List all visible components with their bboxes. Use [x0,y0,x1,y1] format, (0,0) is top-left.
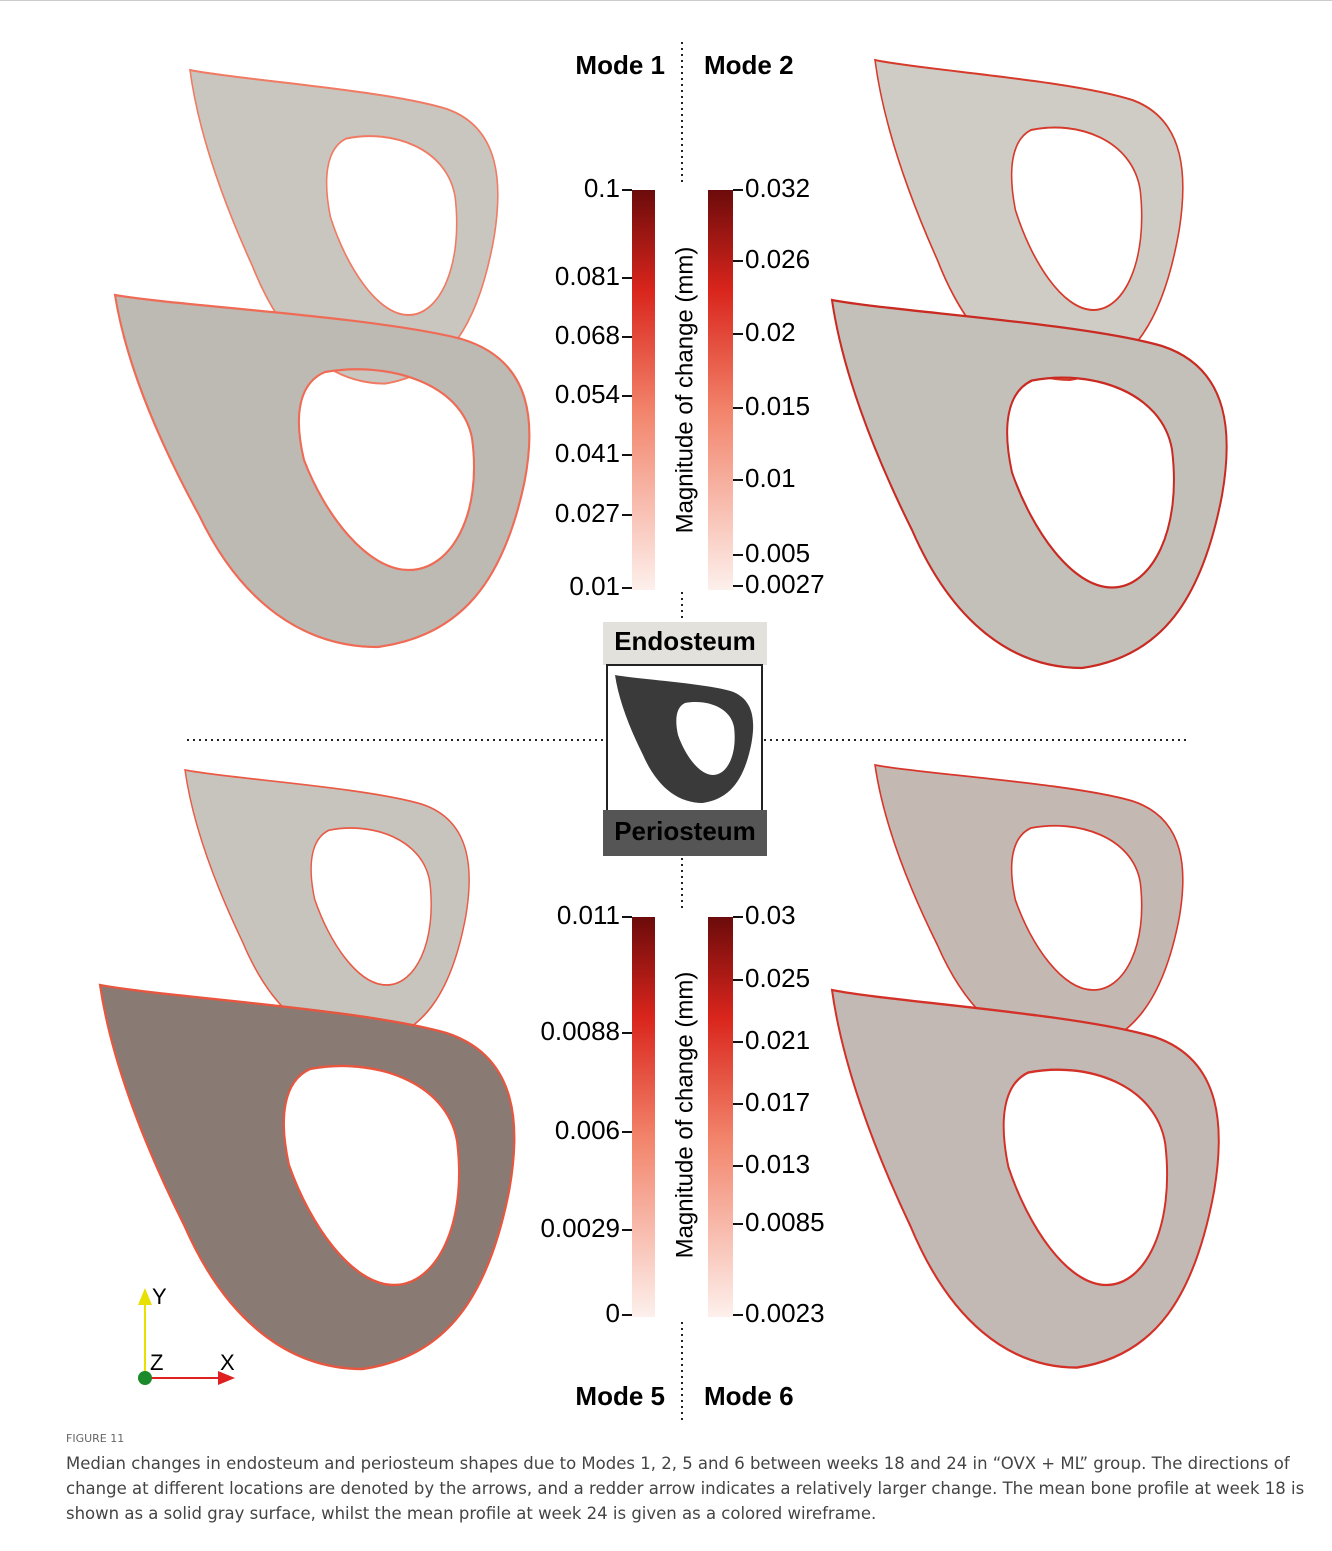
tick-label: 0.03 [745,900,796,930]
mode-label: Mode 5 [575,1381,665,1411]
tick-label: 0.021 [745,1025,810,1055]
tick-label: 0 [606,1298,620,1328]
mode-label: Mode 1 [575,50,665,80]
tick-label: 0.081 [555,261,620,291]
tick-label: 0.054 [555,379,620,409]
tick-label: 0.0027 [745,569,825,599]
tick-label: 0.041 [555,438,620,468]
legend-label: Endosteum [614,626,756,656]
caption-label: FIGURE 11 [66,1432,1306,1445]
tick-label: 0.02 [745,317,796,347]
legend-label: Periosteum [614,816,756,846]
tick-label: 0.013 [745,1149,810,1179]
tick-label: 0.068 [555,320,620,350]
colorbar-title: Magnitude of change (mm) [671,247,698,534]
tick-label: 0.026 [745,244,810,274]
mode-label: Mode 2 [704,50,794,80]
tick-label: 0.01 [569,571,620,601]
figure: Mode 1 Mode 2 Mode 5 Mode 6 Magnitude of… [0,0,1332,1430]
tick-label: 0.027 [555,498,620,528]
colorbar [708,917,733,1317]
axis-label: Z [150,1350,163,1375]
tick-label: 0.011 [557,900,620,930]
tick-label: 0.015 [745,391,810,421]
caption: FIGURE 11 Median changes in endosteum an… [66,1432,1306,1526]
tick-label: 0.01 [745,463,796,493]
tick-label: 0.006 [555,1115,620,1145]
caption-text: Median changes in endosteum and perioste… [66,1451,1306,1526]
axis-label: X [220,1350,235,1375]
colorbar [632,190,655,590]
tick-label: 0.017 [745,1087,810,1117]
tick-label: 0.1 [584,173,620,203]
colorbar-title: Magnitude of change (mm) [671,972,698,1259]
tick-label: 0.025 [745,963,810,993]
page: Mode 1 Mode 2 Mode 5 Mode 6 Magnitude of… [0,0,1332,1551]
axis-label: Y [152,1284,167,1309]
tick-label: 0.005 [745,538,810,568]
tick-label: 0.0088 [540,1016,620,1046]
tick-label: 0.032 [745,173,810,203]
colorbar [632,917,655,1317]
tick-label: 0.0085 [745,1207,825,1237]
tick-label: 0.0023 [745,1298,825,1328]
tick-label: 0.0029 [540,1213,620,1243]
colorbar [708,190,733,590]
mode-label: Mode 6 [704,1381,794,1411]
